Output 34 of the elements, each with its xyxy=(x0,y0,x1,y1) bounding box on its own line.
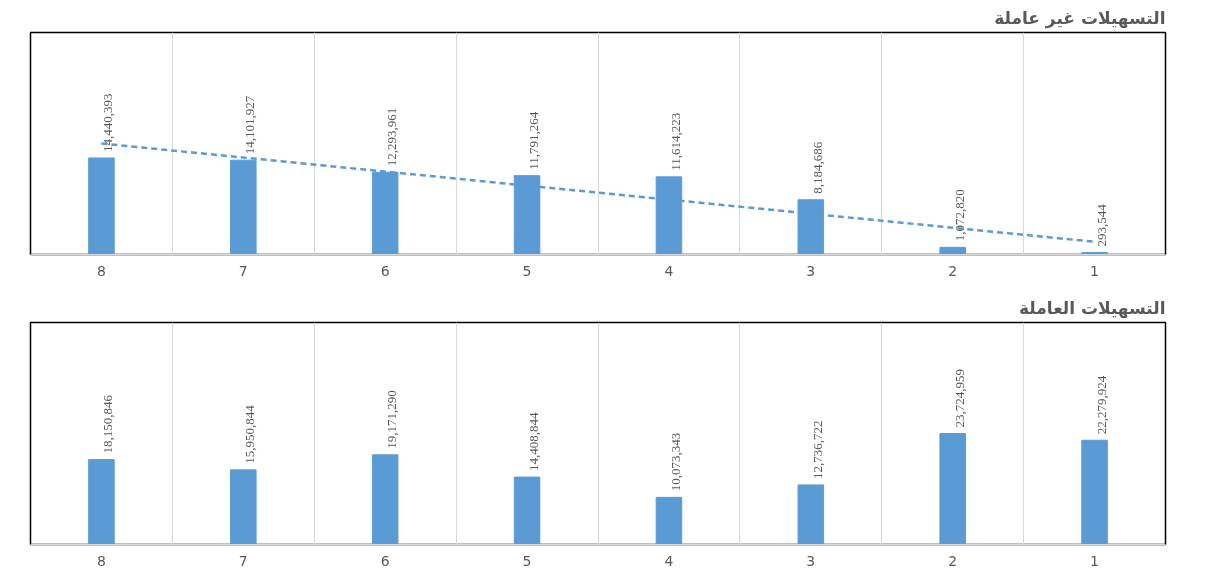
x-tick-label: 1 xyxy=(1090,552,1100,569)
x-tick-label: 4 xyxy=(664,552,674,569)
data-label: 11,791,264 xyxy=(526,111,542,170)
data-label: 22,279,924 xyxy=(1093,375,1109,435)
x-tick-label: 4 xyxy=(664,262,674,279)
chart-title: التسهيلات غير عاملة xyxy=(994,7,1166,29)
data-label: 11,614,223 xyxy=(667,112,683,171)
data-label: 12,293,961 xyxy=(384,107,400,167)
x-tick-label: 2 xyxy=(948,552,958,569)
data-label: 23,724,959 xyxy=(951,369,967,428)
x-tick-label: 7 xyxy=(238,262,248,279)
data-label: 293,544 xyxy=(1093,203,1109,247)
x-tick-label: 6 xyxy=(380,262,390,279)
data-label: 14,440,393 xyxy=(100,93,116,152)
data-label: 10,073,343 xyxy=(667,432,683,492)
data-label: 19,171,290 xyxy=(384,390,400,449)
chart-title: التسهيلات العاملة xyxy=(1019,297,1166,319)
x-tick-label: 1 xyxy=(1090,262,1100,279)
x-tick-label: 3 xyxy=(806,262,816,279)
data-label: 1,072,820 xyxy=(951,189,967,242)
x-tick-label: 7 xyxy=(238,552,248,569)
data-label: 15,950,844 xyxy=(242,404,258,464)
data-label: 8,184,686 xyxy=(809,141,825,194)
data-label: 14,408,844 xyxy=(526,412,542,472)
data-label: 12,736,722 xyxy=(809,420,825,479)
data-label: 14,101,927 xyxy=(242,95,258,155)
x-tick-label: 3 xyxy=(806,552,816,569)
x-tick-label: 2 xyxy=(948,262,958,279)
x-tick-label: 5 xyxy=(522,262,532,279)
x-tick-label: 5 xyxy=(522,552,532,569)
x-tick-label: 8 xyxy=(96,552,106,569)
x-tick-label: 8 xyxy=(96,262,106,279)
x-tick-label: 6 xyxy=(380,552,390,569)
data-label: 18,150,846 xyxy=(100,394,116,454)
